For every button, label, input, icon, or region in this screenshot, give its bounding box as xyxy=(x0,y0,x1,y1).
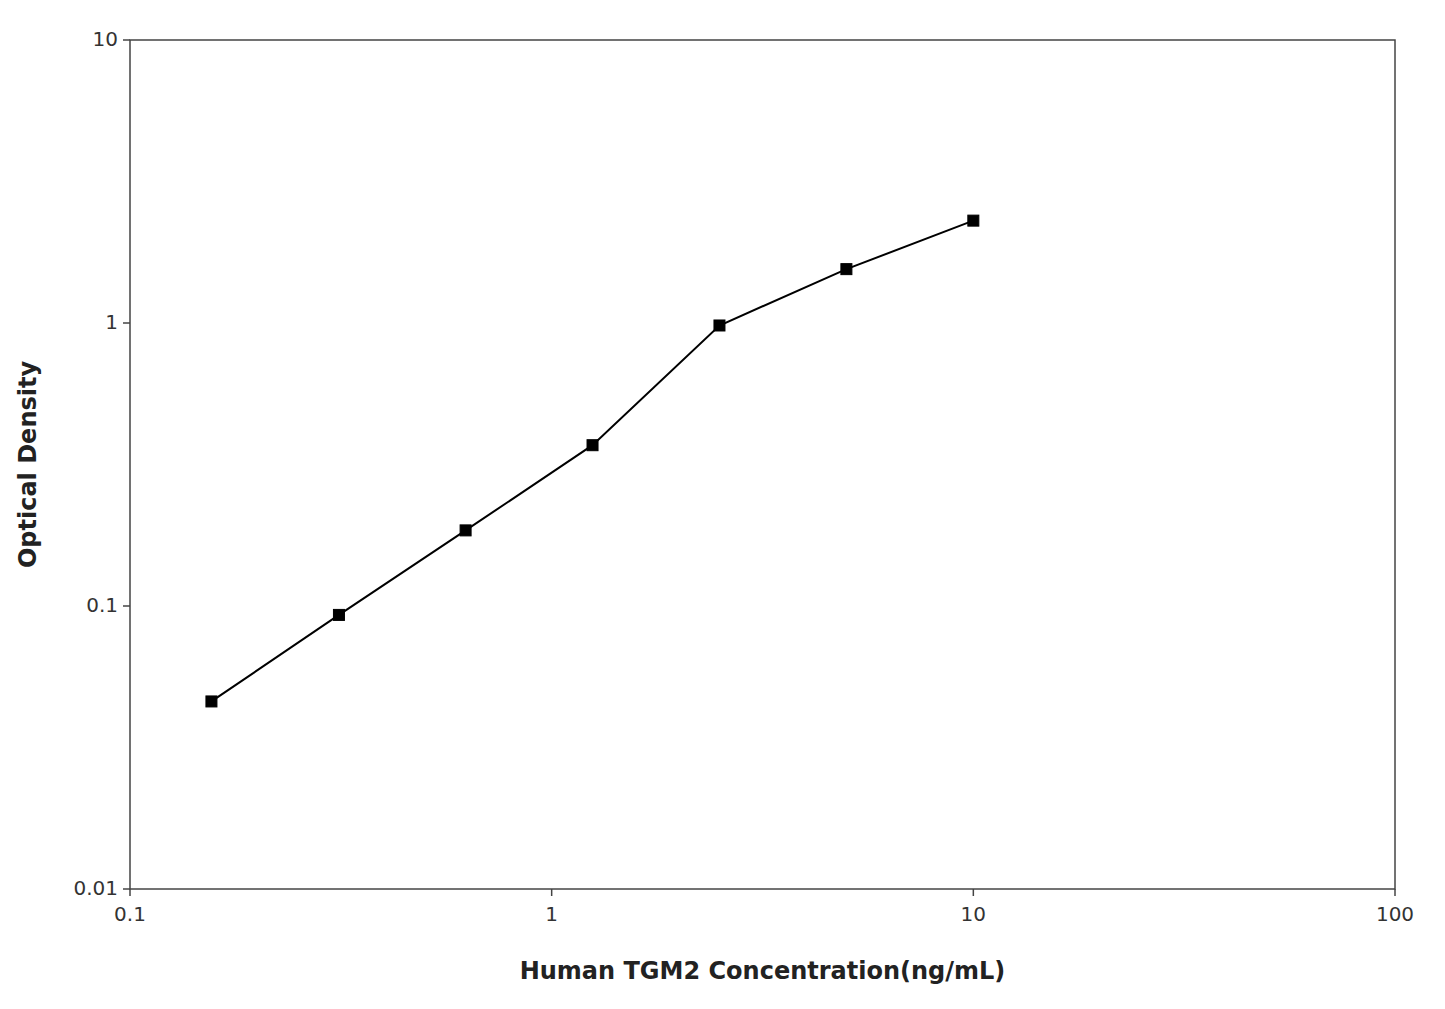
x-tick-label: 1 xyxy=(545,902,558,926)
y-tick-label: 0.01 xyxy=(73,876,118,900)
y-tick xyxy=(123,39,130,41)
x-axis-label: Human TGM2 Concentration(ng/mL) xyxy=(520,957,1006,985)
y-tick xyxy=(123,322,130,324)
data-point xyxy=(587,440,598,451)
y-tick xyxy=(123,605,130,607)
plot-area xyxy=(206,215,979,707)
x-tick-label: 0.1 xyxy=(114,902,146,926)
y-tick-label: 1 xyxy=(105,310,118,334)
plot-frame xyxy=(130,40,1395,889)
x-tick xyxy=(129,889,131,896)
x-tick xyxy=(973,889,975,896)
y-tick-label: 10 xyxy=(93,27,118,51)
x-tick-label: 10 xyxy=(961,902,986,926)
chart: 0.11101000.010.1110Human TGM2 Concentrat… xyxy=(0,0,1445,1009)
data-point xyxy=(968,215,979,226)
chart-container: 0.11101000.010.1110Human TGM2 Concentrat… xyxy=(0,0,1445,1009)
y-tick xyxy=(123,888,130,890)
x-tick xyxy=(551,889,553,896)
data-point xyxy=(460,525,471,536)
data-point xyxy=(333,609,344,620)
data-line xyxy=(211,221,973,702)
x-tick xyxy=(1394,889,1396,896)
data-point xyxy=(714,320,725,331)
data-point xyxy=(841,264,852,275)
x-tick-label: 100 xyxy=(1376,902,1414,926)
y-axis-label: Optical Density xyxy=(14,361,42,569)
data-point xyxy=(206,696,217,707)
y-tick-label: 0.1 xyxy=(86,593,118,617)
